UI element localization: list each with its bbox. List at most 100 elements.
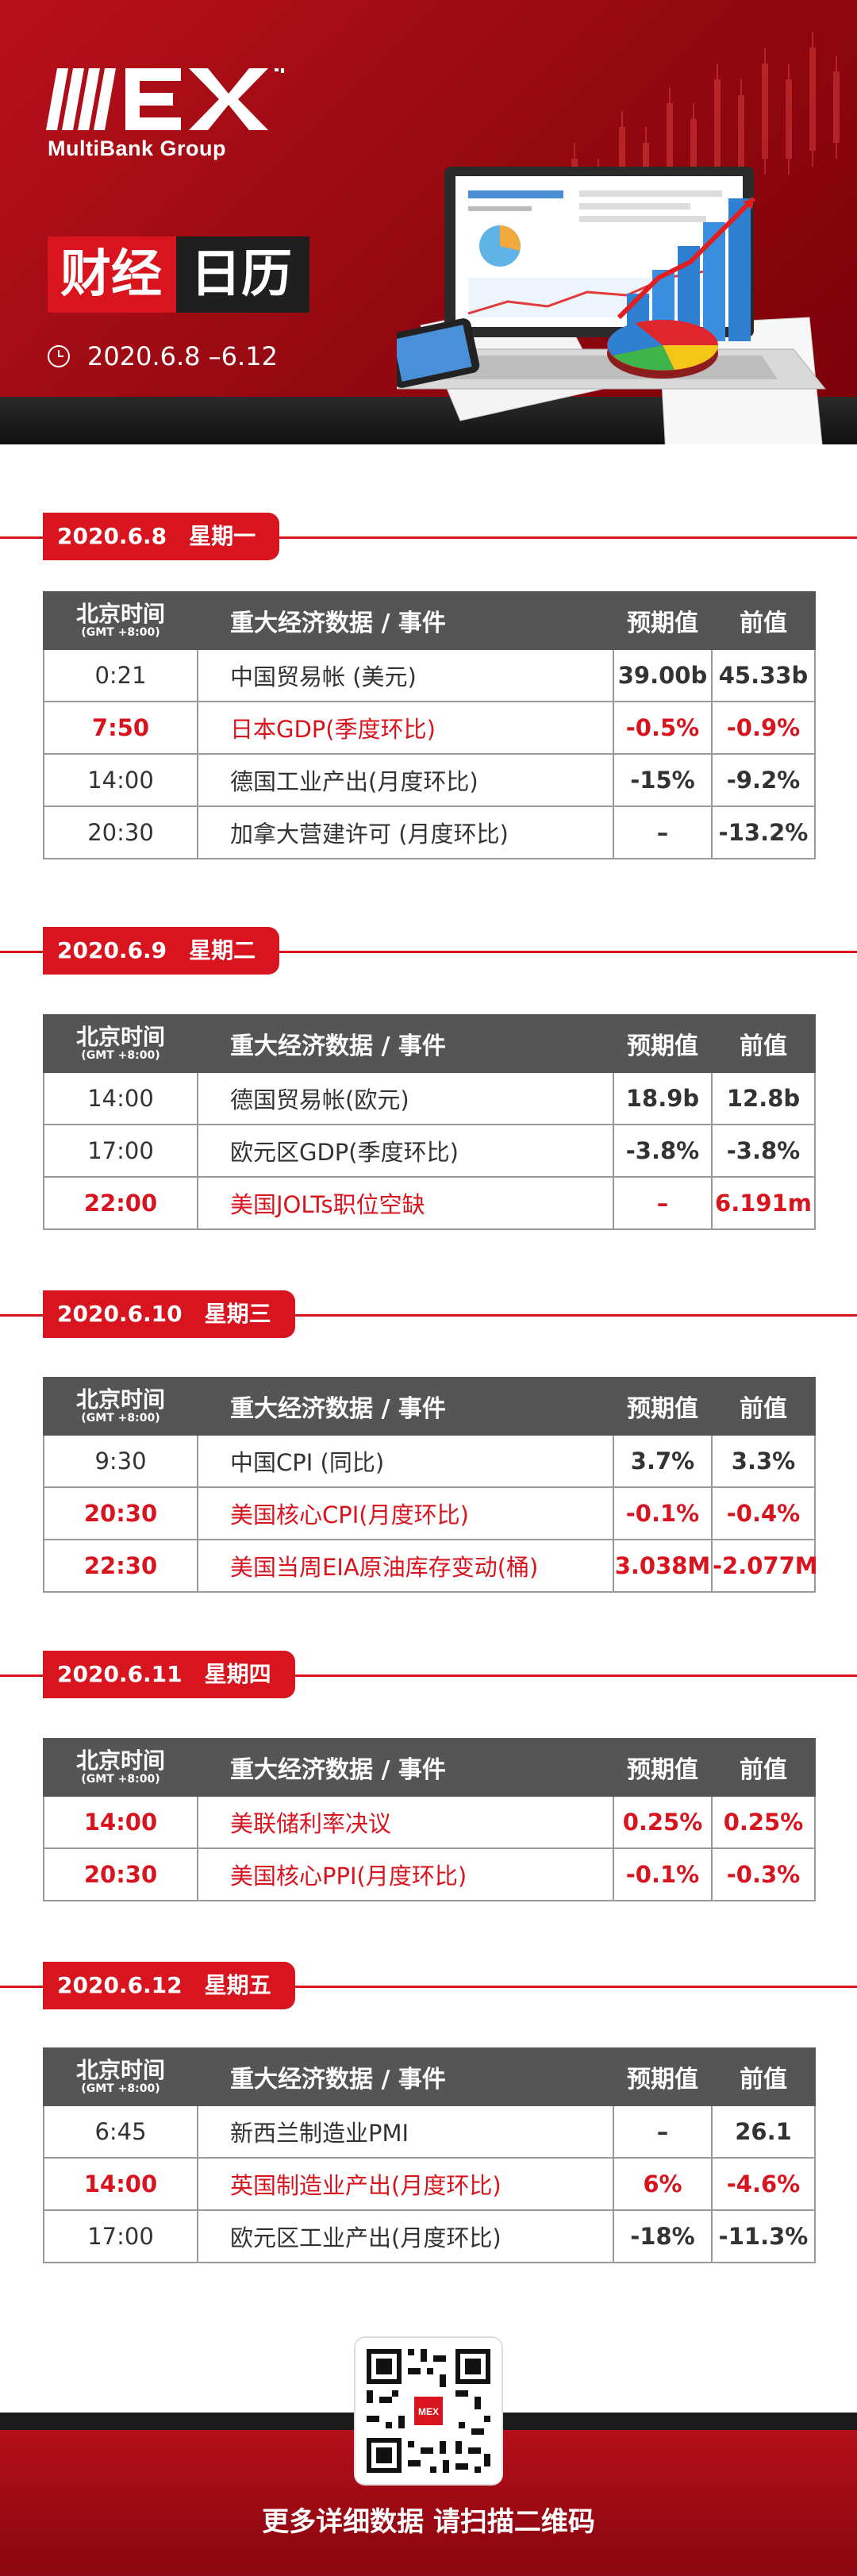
cell-previous: 12.8b (711, 1071, 816, 1125)
day-weekday: 星期三 (204, 1301, 271, 1327)
table-row: 6:45 新西兰制造业PMI – 26.1 (43, 2105, 816, 2159)
qr-code[interactable]: MEX (355, 2338, 502, 2484)
table-row: 0:21 中国贸易帐 (美元) 39.00b 45.33b (43, 648, 816, 702)
table-row: 20:30 美国核心PPI(月度环比) -0.1% -0.3% (43, 1847, 816, 1901)
cell-time: 17:00 (43, 1124, 198, 1178)
cell-forecast: 3.038M (613, 1539, 713, 1593)
col-event: 重大经济数据 / 事件 (197, 1377, 614, 1436)
cell-time: 14:00 (43, 753, 198, 807)
col-time: 北京时间 (GMT +8:00) (43, 2047, 198, 2106)
col-forecast: 预期值 (613, 591, 713, 650)
table-header-row: 北京时间 (GMT +8:00) 重大经济数据 / 事件 预期值 前值 (43, 1014, 816, 1073)
cell-event: 日本GDP(季度环比) (197, 701, 614, 755)
qr-code-graphic: MEX (367, 2349, 490, 2473)
table-row: 22:00 美国JOLTs职位空缺 – 6.191m (43, 1176, 816, 1230)
table-row: 17:00 欧元区工业产出(月度环比) -18% -11.3% (43, 2209, 816, 2263)
header-banner: MultiBank Group 财经 日历 2020.6.8 –6.12 (0, 0, 857, 444)
cell-event: 加拿大营建许可 (月度环比) (197, 805, 614, 859)
col-previous: 前值 (711, 1014, 816, 1073)
cell-time: 22:30 (43, 1539, 198, 1593)
cell-event: 中国贸易帐 (美元) (197, 648, 614, 702)
day-divider (0, 1314, 857, 1317)
cell-time: 20:30 (43, 1847, 198, 1901)
col-event: 重大经济数据 / 事件 (197, 2047, 614, 2106)
cell-event: 德国工业产出(月度环比) (197, 753, 614, 807)
table-header-row: 北京时间 (GMT +8:00) 重大经济数据 / 事件 预期值 前值 (43, 2047, 816, 2106)
cell-previous: -11.3% (711, 2209, 816, 2263)
day-divider (0, 1674, 857, 1677)
calendar-table-tue: 北京时间 (GMT +8:00) 重大经济数据 / 事件 预期值 前值 14:00… (43, 1014, 816, 1230)
cell-previous: -2.077M (711, 1539, 818, 1593)
col-previous: 前值 (711, 1377, 816, 1436)
cell-previous: -4.6% (711, 2157, 816, 2211)
cell-forecast: -3.8% (613, 1124, 713, 1178)
laptop-finance-illustration (397, 167, 827, 444)
cell-previous: 26.1 (711, 2105, 816, 2159)
cell-event: 欧元区GDP(季度环比) (197, 1124, 614, 1178)
table-row: 7:50 日本GDP(季度环比) -0.5% -0.9% (43, 701, 816, 755)
clock-icon (48, 345, 70, 367)
col-forecast: 预期值 (613, 1738, 713, 1797)
date-range: 2020.6.8 –6.12 (48, 341, 278, 371)
cell-forecast: 0.25% (613, 1795, 713, 1849)
col-previous: 前值 (711, 2047, 816, 2106)
table-header-row: 北京时间 (GMT +8:00) 重大经济数据 / 事件 预期值 前值 (43, 1738, 816, 1797)
cell-forecast: – (613, 1176, 713, 1230)
day-date: 2020.6.9 (57, 937, 167, 963)
table-row: 14:00 美联储利率决议 0.25% 0.25% (43, 1795, 816, 1849)
cell-time: 9:30 (43, 1434, 198, 1488)
table-row: 22:30 美国当周EIA原油库存变动(桶) 3.038M -2.077M (43, 1539, 818, 1593)
cell-time: 17:00 (43, 2209, 198, 2263)
cell-time: 20:30 (43, 1486, 198, 1540)
day-tab-thu: 2020.6.11 星期四 (43, 1651, 295, 1698)
day-weekday: 星期四 (204, 1661, 271, 1687)
title-left: 财经 (48, 236, 176, 313)
col-time: 北京时间 (GMT +8:00) (43, 1377, 198, 1436)
col-event: 重大经济数据 / 事件 (197, 591, 614, 650)
cell-event: 美国核心CPI(月度环比) (197, 1486, 614, 1540)
mex-logo (46, 68, 284, 130)
cell-previous: -3.8% (711, 1124, 816, 1178)
table-header-row: 北京时间 (GMT +8:00) 重大经济数据 / 事件 预期值 前值 (43, 591, 816, 650)
calendar-table-mon: 北京时间 (GMT +8:00) 重大经济数据 / 事件 预期值 前值 0:21 … (43, 591, 816, 859)
col-time: 北京时间 (GMT +8:00) (43, 1014, 198, 1073)
col-time: 北京时间 (GMT +8:00) (43, 591, 198, 650)
day-tab-fri: 2020.6.12 星期五 (43, 1962, 295, 2009)
table-row: 20:30 美国核心CPI(月度环比) -0.1% -0.4% (43, 1486, 816, 1540)
cell-forecast: – (613, 2105, 713, 2159)
footer-cta: 更多详细数据 请扫描二维码 (262, 2506, 595, 2538)
day-divider (0, 536, 857, 539)
cell-event: 美联储利率决议 (197, 1795, 614, 1849)
day-divider (0, 1986, 857, 1988)
cell-time: 7:50 (43, 701, 198, 755)
cell-event: 德国贸易帐(欧元) (197, 1071, 614, 1125)
table-header-row: 北京时间 (GMT +8:00) 重大经济数据 / 事件 预期值 前值 (43, 1377, 816, 1436)
day-date: 2020.6.12 (57, 1972, 183, 1998)
day-weekday: 星期一 (189, 523, 256, 549)
cell-time: 22:00 (43, 1176, 198, 1230)
cell-previous: -0.3% (711, 1847, 816, 1901)
cell-previous: -0.4% (711, 1486, 816, 1540)
calendar-table-wed: 北京时间 (GMT +8:00) 重大经济数据 / 事件 预期值 前值 9:30 … (43, 1377, 818, 1593)
table-row: 14:00 德国贸易帐(欧元) 18.9b 12.8b (43, 1071, 816, 1125)
cell-forecast: -0.1% (613, 1847, 713, 1901)
cell-event: 欧元区工业产出(月度环比) (197, 2209, 614, 2263)
cell-previous: 6.191m (711, 1176, 816, 1230)
day-weekday: 星期五 (204, 1972, 271, 1998)
cell-time: 20:30 (43, 805, 198, 859)
cell-time: 6:45 (43, 2105, 198, 2159)
col-forecast: 预期值 (613, 2047, 713, 2106)
cell-previous: -13.2% (711, 805, 816, 859)
cell-forecast: -15% (613, 753, 713, 807)
cell-event: 英国制造业产出(月度环比) (197, 2157, 614, 2211)
cell-time: 14:00 (43, 2157, 198, 2211)
cell-previous: 45.33b (711, 648, 816, 702)
title-right: 日历 (176, 236, 309, 313)
cell-forecast: – (613, 805, 713, 859)
col-forecast: 预期值 (613, 1014, 713, 1073)
cell-previous: -9.2% (711, 753, 816, 807)
cell-previous: -0.9% (711, 701, 816, 755)
calendar-table-thu: 北京时间 (GMT +8:00) 重大经济数据 / 事件 预期值 前值 14:00… (43, 1738, 816, 1901)
cell-forecast: 6% (613, 2157, 713, 2211)
table-row: 9:30 中国CPI (同比) 3.7% 3.3% (43, 1434, 816, 1488)
